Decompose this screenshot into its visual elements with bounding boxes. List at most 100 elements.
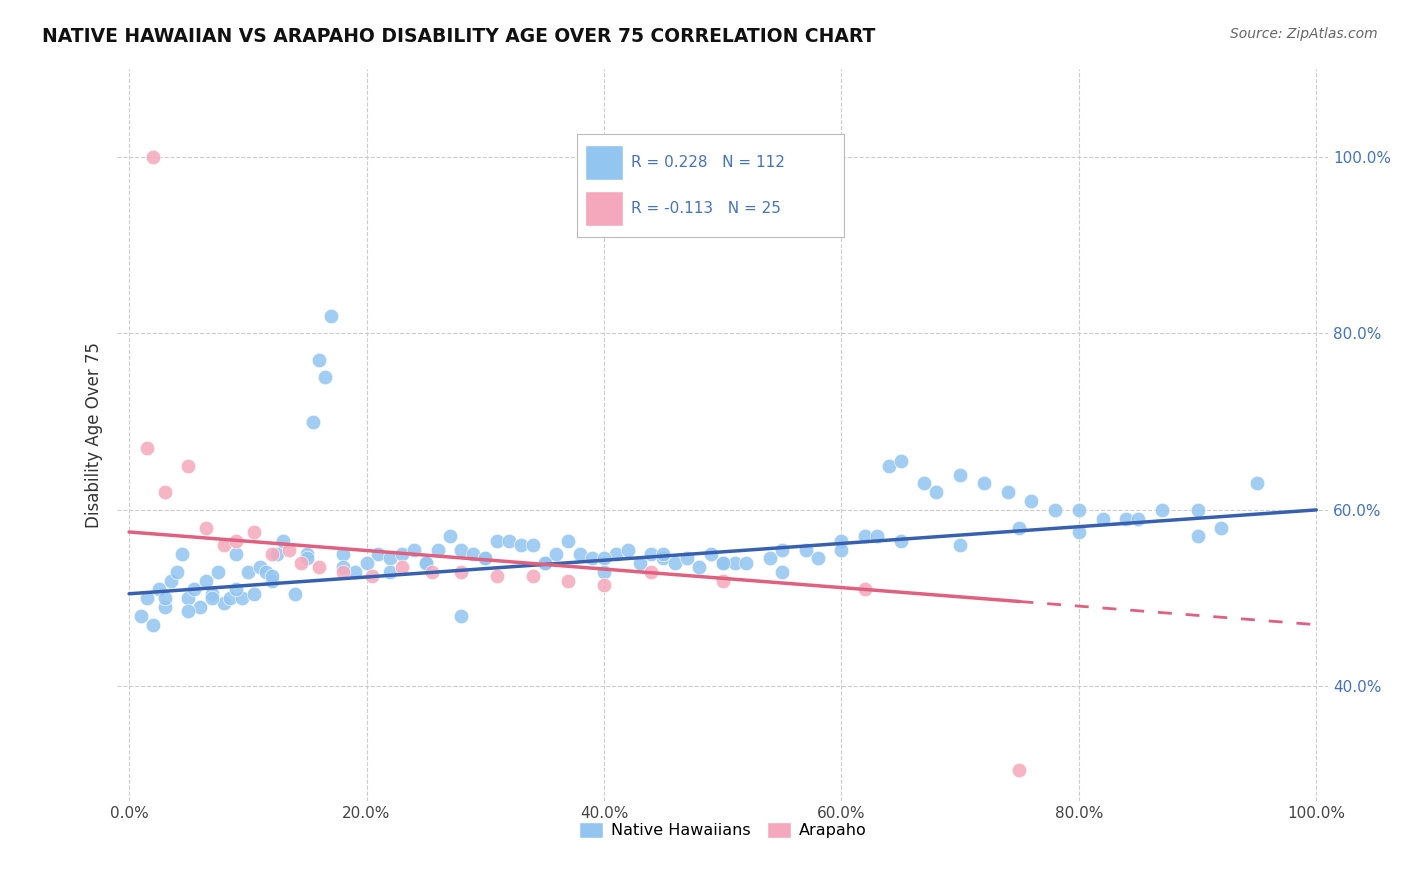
Point [997,485,1019,500]
Point [628,556,651,570]
Point [172,547,194,561]
Point [973,476,995,491]
Point [640,565,662,579]
Point [723,556,745,570]
Point [486,569,509,583]
Point [290,556,312,570]
Point [266,547,288,561]
Point [361,569,384,583]
Point [1067,503,1090,517]
Point [1115,512,1137,526]
Point [1091,512,1114,526]
Point [319,309,342,323]
Point [770,542,793,557]
Point [183,582,205,597]
Point [420,565,443,579]
Point [866,529,889,543]
Point [135,441,157,455]
Point [1043,503,1066,517]
Point [652,551,675,566]
Point [1187,503,1209,517]
Point [1246,476,1268,491]
Point [302,415,325,429]
Point [890,533,912,548]
Point [225,582,247,597]
Point [1187,529,1209,543]
Point [367,547,389,561]
Point [332,547,354,561]
Point [830,542,852,557]
Point [474,551,496,566]
Point [546,547,568,561]
Point [569,547,592,561]
Point [676,551,699,566]
Point [581,551,603,566]
Point [142,150,165,164]
Point [212,538,235,552]
Point [308,352,330,367]
Point [177,604,200,618]
Point [153,600,176,615]
Point [711,556,734,570]
Point [925,485,948,500]
Point [1211,520,1233,534]
Point [853,529,876,543]
Point [415,556,437,570]
Point [700,547,723,561]
Point [877,458,900,473]
Point [1150,503,1173,517]
Point [415,556,437,570]
Text: Source: ZipAtlas.com: Source: ZipAtlas.com [1230,27,1378,41]
Point [159,574,181,588]
Point [166,565,188,579]
Point [380,565,402,579]
Point [195,520,218,534]
Point [201,591,224,606]
Point [450,542,472,557]
Point [474,551,496,566]
Point [295,547,318,561]
Point [463,547,485,561]
Point [770,565,793,579]
Point [1008,764,1031,778]
Point [914,476,936,491]
Point [593,578,616,592]
Point [153,591,176,606]
Point [1008,520,1031,534]
Point [557,533,579,548]
Legend: Native Hawaiians, Arapaho: Native Hawaiians, Arapaho [572,815,873,845]
Point [593,565,616,579]
Point [664,556,686,570]
Point [242,524,264,539]
Point [260,547,283,561]
Point [498,533,520,548]
Point [949,467,972,482]
Point [201,587,224,601]
Point [380,551,402,566]
Point [830,533,852,548]
Point [278,542,301,557]
Point [557,574,579,588]
Point [356,556,378,570]
Point [135,591,157,606]
Point [308,560,330,574]
Y-axis label: Disability Age Over 75: Disability Age Over 75 [86,342,103,528]
Point [640,547,662,561]
Point [129,608,152,623]
Point [142,617,165,632]
Point [853,582,876,597]
Point [949,538,972,552]
Point [273,533,295,548]
Point [509,538,531,552]
Point [450,608,472,623]
Point [254,565,277,579]
Point [343,565,366,579]
Point [605,547,627,561]
Point [177,591,200,606]
Point [711,556,734,570]
Point [1067,524,1090,539]
Point [759,551,782,566]
Text: NATIVE HAWAIIAN VS ARAPAHO DISABILITY AGE OVER 75 CORRELATION CHART: NATIVE HAWAIIAN VS ARAPAHO DISABILITY AG… [42,27,876,45]
Point [212,596,235,610]
Point [439,529,461,543]
